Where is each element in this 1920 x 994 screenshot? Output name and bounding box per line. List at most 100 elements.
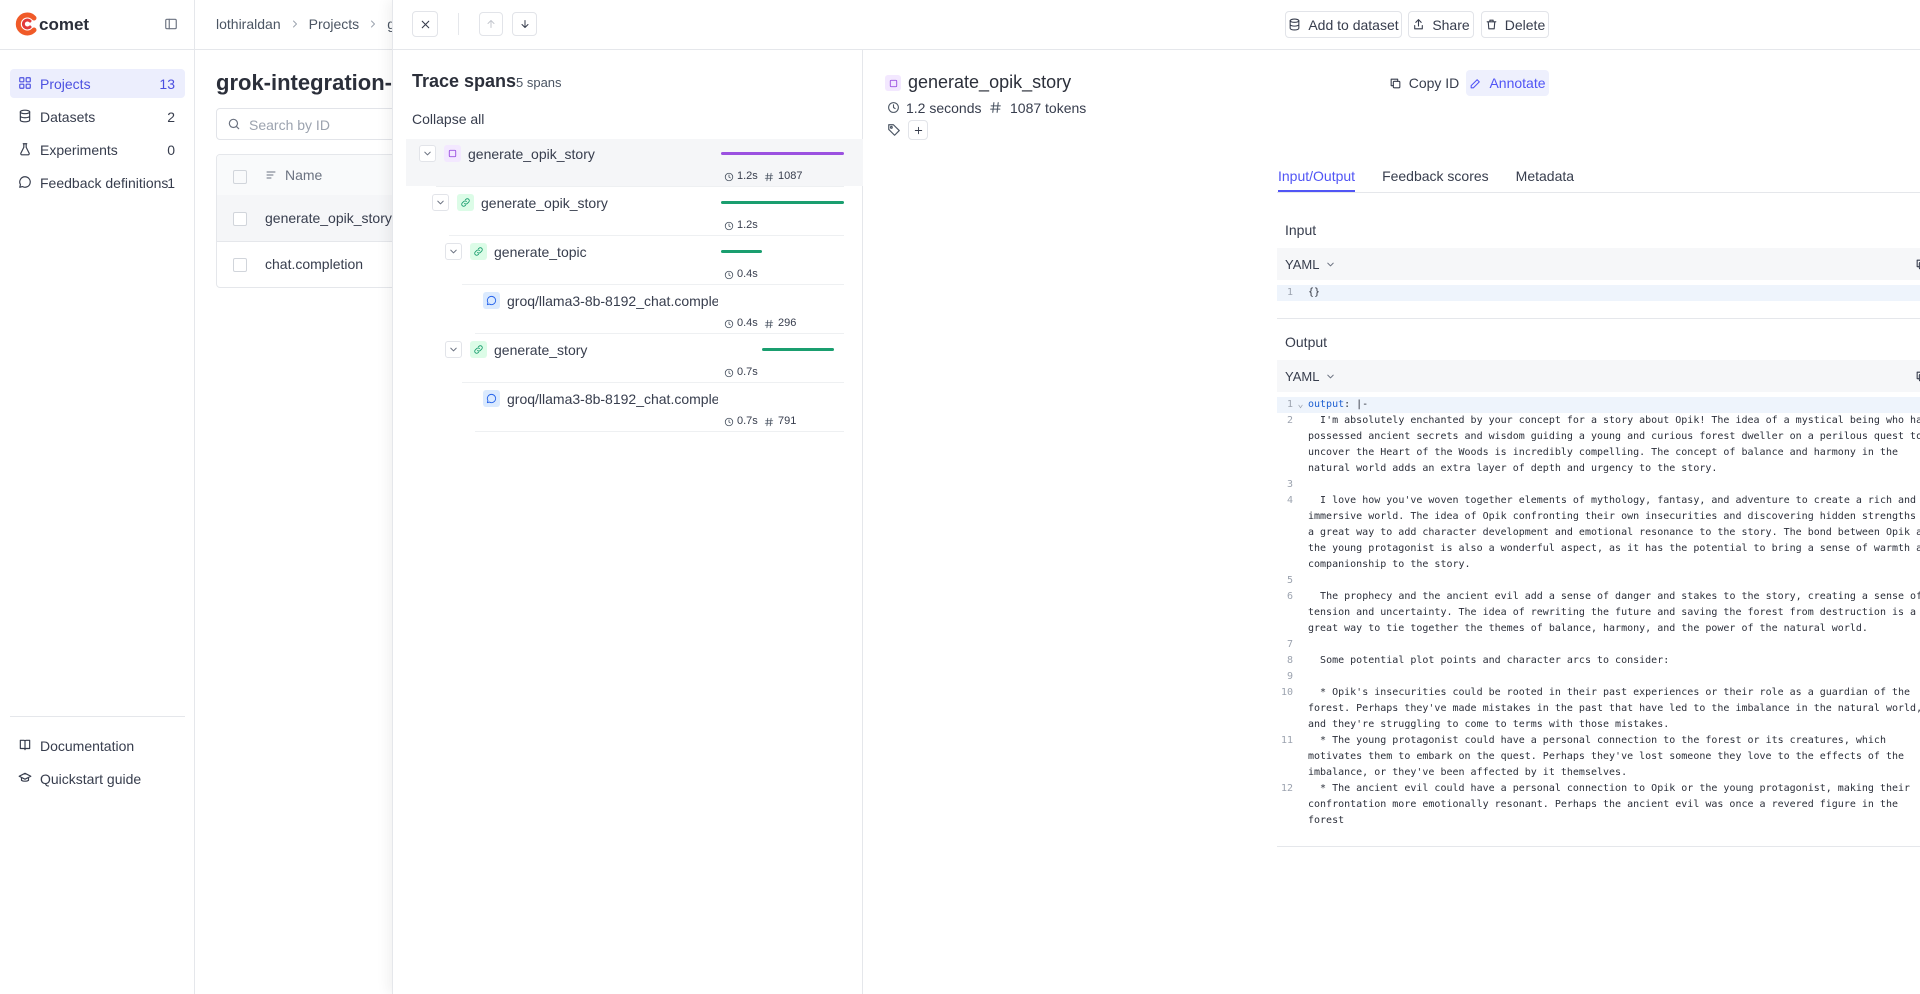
- clock-icon: [724, 270, 734, 280]
- nav-item[interactable]: Feedback definitions 1: [10, 168, 185, 197]
- tab[interactable]: Feedback scores: [1382, 168, 1489, 184]
- nav-item[interactable]: Projects 13: [10, 69, 185, 98]
- checkbox[interactable]: [233, 258, 247, 272]
- checkbox[interactable]: [233, 212, 247, 226]
- span-row[interactable]: groq/llama3-8b-8192_chat.complet… 0.7s 791: [406, 384, 863, 432]
- trace-panel: Trace spans 5 spans Collapse all generate_o…: [392, 0, 1920, 994]
- breadcrumb-item[interactable]: Projects: [308, 16, 360, 32]
- span-name: generate_topic: [494, 244, 587, 260]
- fold-marker: ⌄: [1297, 399, 1304, 410]
- search-box[interactable]: Search by ID: [216, 108, 516, 140]
- code-line: 1 ⌄ output: |-: [1277, 397, 1920, 413]
- span-row[interactable]: generate_story 0.7s: [406, 335, 863, 383]
- fold-marker: [1293, 685, 1308, 733]
- action-button[interactable]: Add to dataset: [1285, 11, 1402, 38]
- column-icon: [266, 171, 276, 179]
- expand-toggle[interactable]: [445, 243, 462, 260]
- span-row[interactable]: generate_topic 0.4s: [406, 237, 863, 285]
- expand-toggle[interactable]: [419, 145, 436, 162]
- nav-count: 13: [159, 76, 175, 92]
- close-icon: [421, 20, 429, 28]
- code-line: 11 * The young protagonist could have a …: [1277, 733, 1920, 781]
- breadcrumb-item[interactable]: lothiraldan: [216, 16, 281, 32]
- yaml-text: : |-: [1344, 399, 1369, 410]
- line-number: 5: [1286, 575, 1293, 586]
- nav-count: 1: [167, 175, 175, 191]
- tab[interactable]: Input/Output: [1278, 168, 1356, 192]
- add-tag-button[interactable]: [908, 120, 928, 140]
- nav-item[interactable]: Experiments 0: [10, 135, 185, 164]
- db-icon: [1289, 18, 1300, 31]
- clock-icon: [724, 319, 734, 329]
- breadcrumb-separator: [292, 20, 297, 28]
- section: Output YAML 1 ⌄ output: |- 2 I'm absolutely e…: [1277, 324, 1920, 847]
- trace-tree-pane: Trace spans 5 spans Collapse all generate_o…: [393, 50, 863, 994]
- copy-code-icon: [1916, 259, 1920, 270]
- span-detail-pane: generate_opik_story 1.2 seconds 1087 token…: [863, 50, 1920, 994]
- span-name: groq/llama3-8b-8192_chat.complet…: [507, 293, 718, 309]
- fold-marker: [1293, 733, 1308, 781]
- section-header[interactable]: Input: [1277, 212, 1920, 248]
- footer-link[interactable]: Documentation: [10, 731, 185, 760]
- nav-item[interactable]: Datasets 2: [10, 102, 185, 131]
- action-button[interactable]: Delete: [1481, 11, 1549, 38]
- close-button[interactable]: [412, 11, 438, 37]
- next-button[interactable]: [512, 12, 537, 36]
- span-divider: [449, 235, 844, 236]
- book-icon: [19, 739, 31, 751]
- section-header[interactable]: Output: [1277, 324, 1920, 360]
- line-number: 9: [1286, 671, 1293, 682]
- timeline-bar: [721, 201, 844, 204]
- span-duration: 0.7s: [737, 415, 758, 427]
- pen-icon: [1471, 78, 1481, 88]
- span-divider: [462, 284, 844, 285]
- copy-code-icon: [1916, 371, 1920, 382]
- format-select[interactable]: YAML: [1285, 369, 1336, 384]
- code-line: 12 * The ancient evil could have a perso…: [1277, 781, 1920, 829]
- square-icon: [448, 149, 457, 158]
- collapse-all[interactable]: Collapse all: [412, 111, 485, 127]
- checkbox[interactable]: [233, 170, 247, 184]
- copy-id-button[interactable]: Copy ID: [1387, 70, 1461, 96]
- span-name: groq/llama3-8b-8192_chat.complet…: [507, 391, 718, 407]
- nav-label: Feedback definitions: [40, 175, 169, 191]
- line-number: 8: [1286, 655, 1293, 666]
- fold-marker: [1293, 493, 1308, 573]
- fold-marker: [1293, 477, 1308, 493]
- title-icon: [885, 75, 901, 91]
- yaml-text: The prophecy and the ancient evil add a …: [1308, 591, 1920, 634]
- action-label: Delete: [1504, 16, 1546, 33]
- code-line: 1 {}: [1277, 285, 1920, 301]
- footer-link[interactable]: Quickstart guide: [10, 764, 185, 793]
- tags-icon: [888, 124, 900, 136]
- span-row[interactable]: generate_opik_story 1.2s 1087: [406, 139, 863, 187]
- span-row[interactable]: groq/llama3-8b-8192_chat.complet… 0.4s 296: [406, 286, 863, 334]
- span-name: generate_opik_story: [468, 146, 595, 162]
- footer-label: Documentation: [40, 738, 135, 754]
- span-divider: [475, 431, 844, 432]
- expand-toggle[interactable]: [445, 341, 462, 358]
- line-number: 11: [1280, 735, 1293, 746]
- code-line: 6 The prophecy and the ancient evil add …: [1277, 589, 1920, 637]
- action-button[interactable]: Share: [1408, 11, 1474, 38]
- timeline-bar: [721, 250, 762, 253]
- search-icon: [228, 118, 240, 130]
- chevD-icon: [437, 200, 444, 205]
- span-row[interactable]: generate_opik_story 1.2s: [406, 188, 863, 236]
- expand-toggle[interactable]: [432, 194, 449, 211]
- fold-marker: [1293, 637, 1308, 653]
- annotate-button[interactable]: Annotate: [1466, 70, 1549, 96]
- code-block: 1 {}: [1277, 280, 1920, 318]
- tab[interactable]: Metadata: [1515, 168, 1575, 184]
- span-tokens: 1087 tokens: [1010, 100, 1087, 116]
- link-icon: [474, 345, 483, 354]
- line-number: 12: [1280, 783, 1293, 794]
- yaml-text: * The ancient evil could have a personal…: [1308, 783, 1917, 826]
- table-row[interactable]: chat.completion: [217, 241, 615, 287]
- fold-marker: [1293, 285, 1308, 301]
- line-text: [1308, 637, 1920, 653]
- format-select[interactable]: YAML: [1285, 257, 1336, 272]
- timeline-bar: [721, 152, 844, 155]
- previous-button[interactable]: [479, 12, 503, 36]
- code-line: 7: [1277, 637, 1920, 653]
